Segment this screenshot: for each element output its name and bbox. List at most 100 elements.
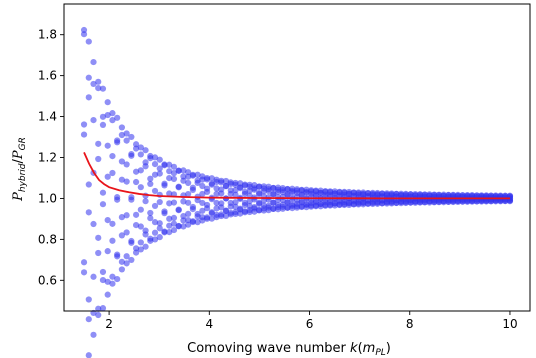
- scatter-point: [85, 209, 92, 216]
- scatter-point: [194, 171, 201, 178]
- scatter-point: [213, 205, 220, 212]
- scatter-point: [133, 249, 140, 256]
- scatter-point: [161, 182, 168, 189]
- scatter-point: [189, 186, 196, 194]
- scatter-point: [284, 186, 291, 193]
- scatter-point: [99, 85, 107, 92]
- scatter-point: [383, 191, 391, 198]
- scatter-point: [123, 260, 130, 267]
- scatter-point: [251, 185, 258, 192]
- y-tick-label: 1.8: [38, 28, 57, 42]
- scatter-point: [388, 192, 395, 199]
- x-tick-label: 2: [105, 317, 113, 331]
- scatter-point: [483, 192, 490, 199]
- scatter-point: [118, 258, 125, 265]
- scatter-point: [109, 169, 116, 177]
- scatter-point: [156, 234, 163, 241]
- scatter-point: [104, 142, 111, 149]
- y-tick-label: 1.2: [38, 151, 57, 165]
- scatter-point: [213, 214, 220, 221]
- scatter-point: [151, 171, 159, 178]
- scatter-point: [246, 187, 253, 194]
- scatter-point: [213, 199, 220, 207]
- scatter-point: [170, 226, 178, 234]
- scatter-point: [133, 145, 140, 152]
- scatter-point: [166, 228, 173, 236]
- x-tick-label: 8: [406, 317, 414, 331]
- scatter-point: [232, 181, 239, 188]
- scatter-point: [161, 161, 168, 168]
- scatter-point: [151, 187, 159, 195]
- scatter-point: [345, 199, 353, 206]
- scatter-point: [147, 180, 154, 187]
- scatter-point: [284, 191, 291, 198]
- scatter-point: [218, 179, 225, 186]
- scatter-point: [203, 215, 211, 222]
- scatter-point: [227, 203, 234, 210]
- scatter-point: [208, 175, 215, 182]
- scatter-point: [232, 208, 239, 216]
- scatter-point: [99, 201, 107, 208]
- scatter-point: [322, 202, 329, 209]
- scatter-point: [284, 204, 291, 211]
- scatter-point: [109, 273, 116, 280]
- scatter-point: [270, 199, 277, 206]
- scatter-point: [256, 207, 263, 214]
- scatter-point: [256, 200, 263, 207]
- scatter-point: [170, 199, 178, 206]
- scatter-point: [360, 190, 367, 197]
- scatter-point: [246, 206, 253, 214]
- scatter-point: [232, 203, 239, 210]
- scatter-point: [137, 246, 144, 253]
- scatter-point: [473, 192, 480, 199]
- scatter-point: [265, 202, 272, 209]
- scatter-point: [180, 167, 187, 174]
- scatter-point: [199, 190, 206, 198]
- scatter-point: [104, 173, 111, 180]
- scatter-point: [104, 217, 111, 224]
- scatter-point: [114, 194, 121, 201]
- scatter-point: [208, 209, 215, 216]
- scatter-point: [251, 208, 258, 215]
- scatter-point: [114, 275, 121, 283]
- x-axis-ticks: 2 4 6 8 10: [105, 311, 518, 331]
- scatter-point: [151, 154, 159, 161]
- scatter-point: [166, 190, 173, 197]
- scatter-point: [156, 225, 163, 232]
- scatter-point: [213, 185, 220, 192]
- scatter-point: [260, 183, 267, 190]
- scatter-point: [80, 131, 88, 138]
- y-tick-label: 0.8: [38, 232, 57, 246]
- scatter-point: [317, 203, 324, 210]
- scatter-point: [175, 167, 182, 174]
- scatter-point: [270, 184, 277, 192]
- scatter-point: [161, 229, 168, 236]
- scatter-point: [222, 182, 230, 190]
- scatter-point: [364, 197, 372, 204]
- scatter-point: [137, 223, 144, 230]
- scatter-point: [95, 155, 102, 163]
- y-axis-ticks: 0.6 0.8 1.0 1.2 1.4 1.6 1.8: [38, 28, 64, 287]
- scatter-point: [123, 178, 130, 185]
- scatter-point: [80, 269, 88, 276]
- scatter-point: [166, 200, 173, 207]
- scatter-point: [142, 198, 149, 205]
- scatter-point: [203, 188, 211, 196]
- scatter-point: [133, 168, 140, 175]
- y-axis-label-den-sub: GR: [18, 137, 28, 150]
- scatter-point: [208, 215, 215, 222]
- scatter-point: [194, 210, 201, 218]
- scatter-point: [137, 144, 144, 151]
- scatter-point: [85, 38, 92, 45]
- scatter-point: [199, 199, 206, 207]
- scatter-point: [364, 190, 372, 197]
- scatter-point: [104, 278, 111, 285]
- scatter-point: [421, 199, 428, 206]
- scatter-point: [123, 253, 130, 260]
- scatter-point: [156, 156, 163, 163]
- scatter-point: [166, 215, 173, 222]
- scatter-point: [213, 190, 220, 197]
- scatter-point: [227, 211, 234, 218]
- scatter-point: [95, 140, 102, 147]
- scatter-point: [289, 187, 296, 195]
